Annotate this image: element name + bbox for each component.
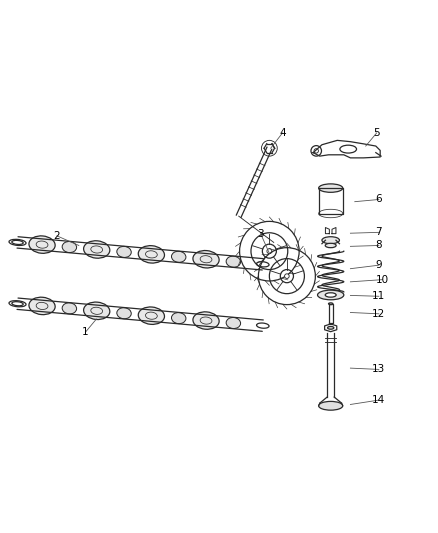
Ellipse shape xyxy=(226,318,240,328)
Ellipse shape xyxy=(84,302,110,319)
Text: 12: 12 xyxy=(372,309,385,319)
Text: 10: 10 xyxy=(376,274,389,285)
Text: 4: 4 xyxy=(279,128,286,138)
Circle shape xyxy=(267,249,272,254)
Text: 2: 2 xyxy=(53,231,60,241)
Ellipse shape xyxy=(172,312,186,324)
Ellipse shape xyxy=(117,246,131,257)
Ellipse shape xyxy=(172,251,186,262)
Ellipse shape xyxy=(328,326,334,329)
Ellipse shape xyxy=(117,308,131,319)
Ellipse shape xyxy=(62,241,77,253)
Ellipse shape xyxy=(318,184,343,192)
Ellipse shape xyxy=(328,303,333,304)
Text: 3: 3 xyxy=(257,229,264,239)
Text: 6: 6 xyxy=(375,195,382,205)
Ellipse shape xyxy=(193,251,219,268)
Ellipse shape xyxy=(62,303,77,314)
Ellipse shape xyxy=(325,243,336,248)
Ellipse shape xyxy=(318,290,344,300)
Circle shape xyxy=(285,274,289,278)
Ellipse shape xyxy=(226,256,240,267)
Ellipse shape xyxy=(325,293,336,297)
Text: 8: 8 xyxy=(375,240,382,251)
Ellipse shape xyxy=(138,307,165,325)
Text: 5: 5 xyxy=(373,128,380,138)
Ellipse shape xyxy=(193,312,219,329)
Ellipse shape xyxy=(322,237,339,244)
Ellipse shape xyxy=(29,236,55,253)
Text: 11: 11 xyxy=(372,291,385,301)
Ellipse shape xyxy=(84,241,110,258)
Text: 14: 14 xyxy=(372,395,385,405)
Text: 7: 7 xyxy=(375,228,382,237)
Text: 13: 13 xyxy=(372,365,385,374)
Text: 9: 9 xyxy=(375,260,382,270)
Ellipse shape xyxy=(138,246,165,263)
Ellipse shape xyxy=(318,401,343,410)
Text: 1: 1 xyxy=(82,327,89,337)
Ellipse shape xyxy=(29,297,55,314)
